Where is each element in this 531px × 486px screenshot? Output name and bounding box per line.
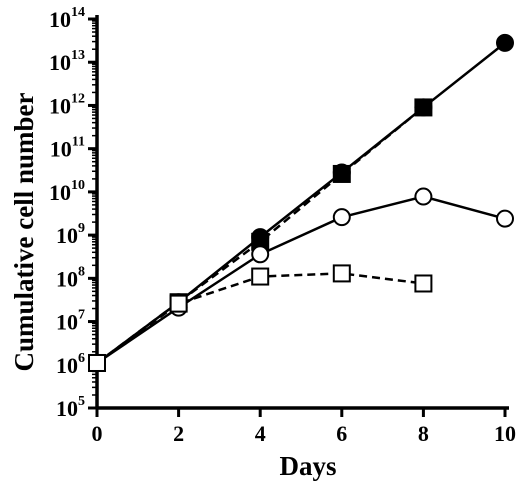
x-axis-title: Days: [279, 451, 336, 481]
data-point: [251, 267, 270, 286]
y-tick-label: 1011: [50, 135, 85, 162]
x-tick-label: 4: [255, 421, 266, 446]
data-point: [251, 245, 270, 264]
y-tick-label: 1012: [49, 91, 85, 118]
y-tick-label: 1013: [49, 48, 85, 75]
x-tick-label: 10: [494, 421, 516, 446]
data-point: [496, 209, 514, 228]
series-4: [88, 264, 433, 372]
y-tick-label: 105: [56, 394, 85, 421]
y-axis-title: Cumulative cell number: [9, 92, 39, 371]
series-layer: [88, 33, 514, 372]
data-point: [414, 274, 433, 293]
data-point: [414, 187, 433, 206]
data-point: [332, 208, 351, 227]
y-tick-label: 109: [56, 221, 85, 248]
x-tick-label: 0: [92, 421, 103, 446]
y-tick-label: 107: [56, 308, 85, 335]
x-tick-label: 6: [336, 421, 347, 446]
series-line: [96, 195, 506, 365]
x-tick-label: 8: [418, 421, 429, 446]
y-tick-label: 108: [56, 264, 85, 291]
series-3: [88, 187, 514, 372]
x-tick-label: 2: [173, 421, 184, 446]
y-tick-label: 1014: [49, 5, 85, 32]
series-line: [96, 272, 424, 364]
data-point: [496, 33, 514, 52]
y-tick-label: 1010: [49, 178, 85, 205]
data-point: [414, 98, 433, 117]
y-tick-label: 106: [56, 351, 85, 378]
data-point: [332, 164, 351, 183]
data-point: [169, 294, 188, 313]
axes: 105 106 107 108 109 1010 1011 1012 1013 1014 0 2 4 6 8…: [49, 5, 516, 446]
data-point: [332, 264, 351, 283]
data-point: [88, 353, 106, 372]
